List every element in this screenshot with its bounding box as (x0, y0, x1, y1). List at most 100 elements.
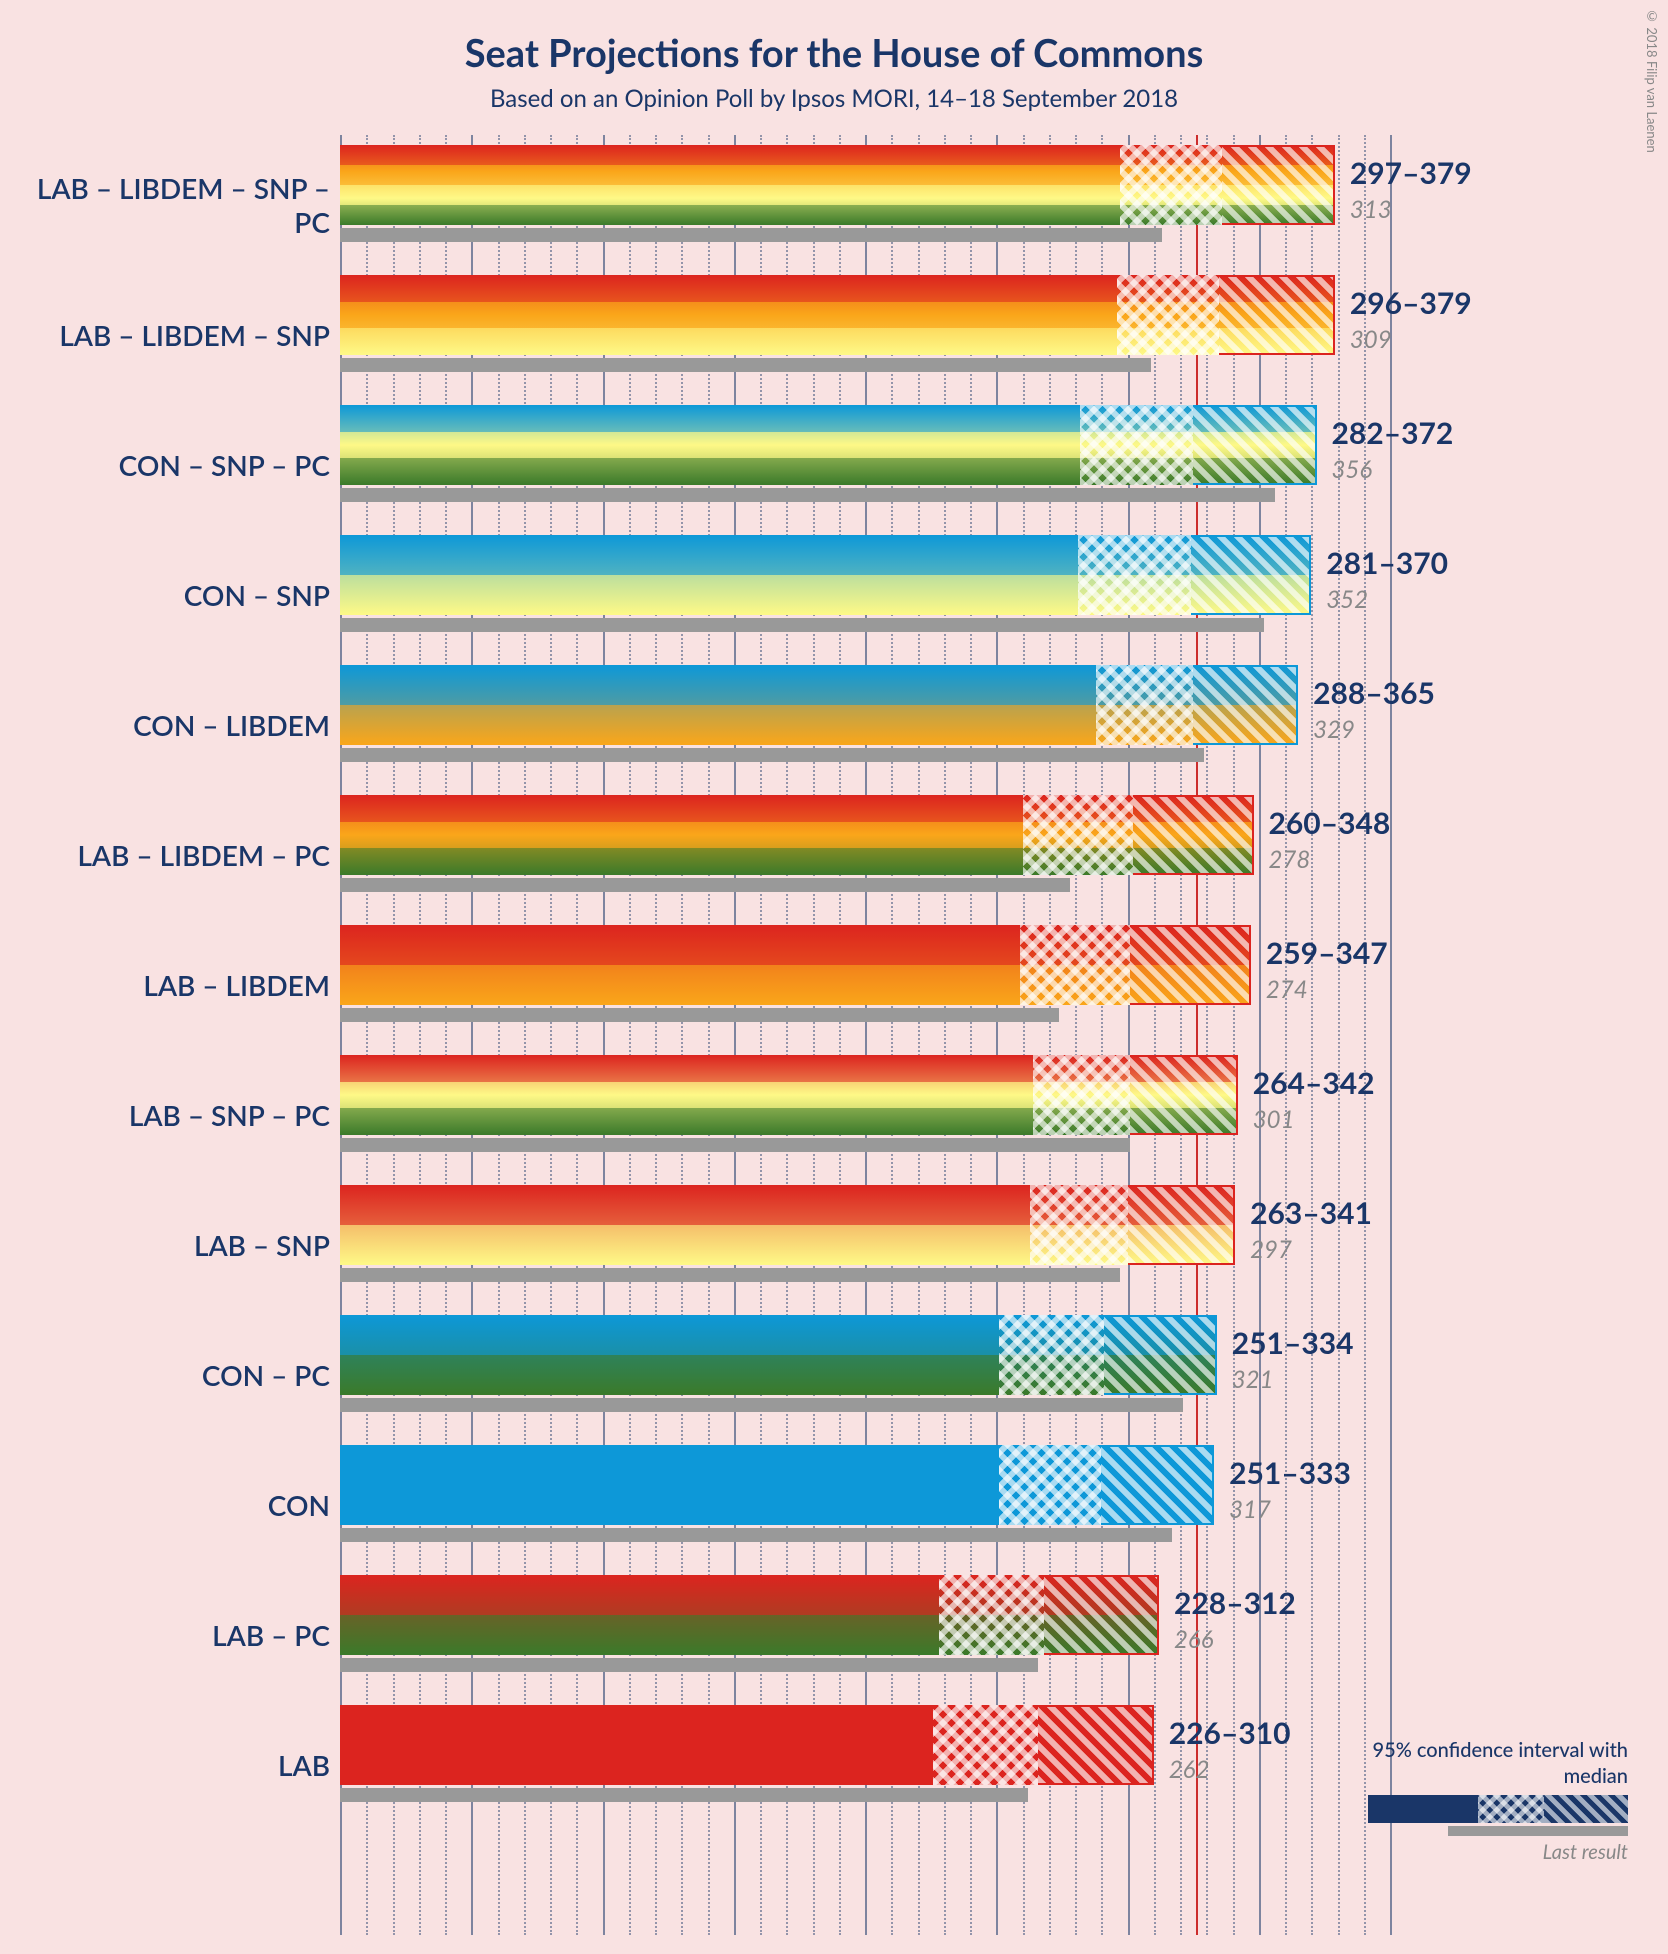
row-label: LAB – LIBDEM – SNP (10, 318, 330, 352)
last-result-bar (340, 1788, 1028, 1802)
projection-bar (340, 1185, 1235, 1265)
row-label: LAB (10, 1748, 330, 1782)
ci-lower-hatch (1020, 925, 1130, 1005)
ci-upper-hatch (1222, 145, 1335, 225)
chart-subtitle: Based on an Opinion Poll by Ipsos MORI, … (0, 76, 1668, 133)
chart-row: CON – LIBDEM288–365329 (340, 660, 1390, 790)
range-value: 264–342 (1253, 1065, 1375, 1101)
last-result-bar (340, 1528, 1172, 1542)
ci-lower-hatch (1096, 665, 1193, 745)
projection-bar (340, 1055, 1238, 1135)
last-result-bar (340, 358, 1151, 372)
ci-upper-hatch (1133, 795, 1254, 875)
ci-upper-hatch (1130, 925, 1251, 1005)
last-value: 321 (1232, 1365, 1274, 1394)
range-value: 259–347 (1266, 935, 1388, 971)
row-label: LAB – PC (10, 1618, 330, 1652)
chart-title: Seat Projections for the House of Common… (0, 0, 1668, 76)
last-value: 309 (1350, 325, 1392, 354)
range-value: 251–333 (1229, 1455, 1351, 1491)
copyright-text: © 2018 Filip van Laenen (1644, 8, 1660, 153)
ci-upper-hatch (1193, 405, 1316, 485)
legend-ci-bar (1368, 1795, 1628, 1823)
projection-bar (340, 1575, 1159, 1655)
ci-upper-hatch (1130, 1055, 1238, 1135)
ci-upper-hatch (1193, 665, 1298, 745)
ci-lower-hatch (1078, 535, 1191, 615)
range-value: 281–370 (1326, 545, 1448, 581)
range-value: 296–379 (1350, 285, 1472, 321)
ci-lower-hatch (999, 1445, 1101, 1525)
last-value: 278 (1269, 845, 1311, 874)
legend-last-label: Last result (1328, 1840, 1628, 1864)
ci-lower-hatch (933, 1705, 1038, 1785)
last-result-bar (340, 878, 1070, 892)
last-value: 266 (1174, 1625, 1214, 1654)
projection-bar (340, 405, 1317, 485)
projection-bar (340, 275, 1335, 355)
projection-bar (340, 1315, 1217, 1395)
row-label: LAB – LIBDEM (10, 968, 330, 1002)
projection-bar (340, 1705, 1154, 1785)
last-result-bar (340, 1268, 1120, 1282)
gridline (1390, 135, 1392, 1935)
row-label: LAB – SNP (10, 1228, 330, 1262)
chart-row: LAB – SNP263–341297 (340, 1180, 1390, 1310)
ci-upper-hatch (1104, 1315, 1217, 1395)
ci-upper-hatch (1219, 275, 1335, 355)
ci-lower-hatch (999, 1315, 1104, 1395)
ci-upper-hatch (1038, 1705, 1154, 1785)
chart-row: LAB – LIBDEM – PC260–348278 (340, 790, 1390, 920)
row-label: CON – PC (10, 1358, 330, 1392)
chart-row: LAB – PC228–312266 (340, 1570, 1390, 1700)
range-value: 251–334 (1232, 1325, 1354, 1361)
projection-bar (340, 925, 1251, 1005)
row-label: LAB – SNP – PC (10, 1098, 330, 1132)
ci-upper-hatch (1191, 535, 1312, 615)
ci-lower-hatch (1033, 1055, 1130, 1135)
ci-lower-hatch (1120, 145, 1222, 225)
range-value: 228–312 (1174, 1585, 1296, 1621)
range-value: 260–348 (1269, 805, 1391, 841)
projection-bar (340, 535, 1311, 615)
ci-lower-hatch (939, 1575, 1044, 1655)
chart-row: LAB226–310262 (340, 1700, 1390, 1830)
chart-row: LAB – LIBDEM – SNP296–379309 (340, 270, 1390, 400)
ci-lower-hatch (1030, 1185, 1127, 1265)
range-value: 297–379 (1350, 155, 1472, 191)
legend-ci-label: 95% confidence interval with median (1328, 1737, 1628, 1789)
range-value: 226–310 (1169, 1715, 1291, 1751)
last-value: 313 (1350, 195, 1392, 224)
chart-row: LAB – LIBDEM259–347274 (340, 920, 1390, 1050)
ci-lower-hatch (1023, 795, 1133, 875)
last-value: 317 (1229, 1495, 1271, 1524)
chart-row: CON251–333317 (340, 1440, 1390, 1570)
last-result-bar (340, 748, 1204, 762)
last-value: 297 (1250, 1235, 1292, 1264)
row-label: CON – LIBDEM (10, 708, 330, 742)
last-value: 301 (1253, 1105, 1295, 1134)
projection-bar (340, 1445, 1214, 1525)
last-value: 262 (1169, 1755, 1210, 1784)
last-value: 274 (1266, 975, 1308, 1004)
chart-row: CON – PC251–334321 (340, 1310, 1390, 1440)
last-result-bar (340, 1008, 1059, 1022)
last-result-bar (340, 1138, 1130, 1152)
ci-upper-hatch (1128, 1185, 1236, 1265)
last-result-bar (340, 618, 1264, 632)
chart-row: LAB – SNP – PC264–342301 (340, 1050, 1390, 1180)
last-result-bar (340, 228, 1162, 242)
legend: 95% confidence interval with median Last… (1328, 1737, 1628, 1864)
last-result-bar (340, 1398, 1183, 1412)
legend-last-bar (1448, 1826, 1628, 1836)
row-label: CON (10, 1488, 330, 1522)
ci-upper-hatch (1044, 1575, 1160, 1655)
last-result-bar (340, 488, 1275, 502)
chart-row: CON – SNP – PC282–372356 (340, 400, 1390, 530)
last-value: 356 (1332, 455, 1373, 484)
last-value: 329 (1313, 715, 1355, 744)
range-value: 288–365 (1313, 675, 1435, 711)
row-label: CON – SNP – PC (10, 448, 330, 482)
row-label: CON – SNP (10, 578, 330, 612)
ci-upper-hatch (1101, 1445, 1214, 1525)
